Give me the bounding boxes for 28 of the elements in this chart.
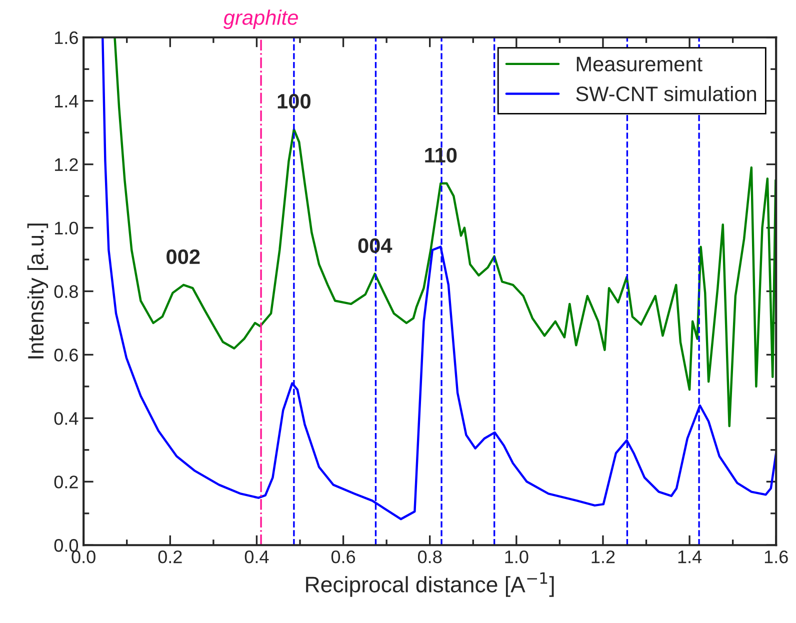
x-tick-label: 0.0 xyxy=(72,550,96,564)
x-tick-label: 0.2 xyxy=(158,550,182,564)
y-tick-label: 0.4 xyxy=(54,412,78,425)
x-tick-label: 1.4 xyxy=(678,550,702,564)
annotation: 004 xyxy=(358,238,392,254)
annotation: 100 xyxy=(278,94,310,109)
y-tick-label: 1.4 xyxy=(55,94,78,108)
x-tick-label: 0.6 xyxy=(331,550,356,564)
x-tick-label: 0.4 xyxy=(244,550,269,564)
legend-label: Measurement xyxy=(576,56,702,72)
line-series xyxy=(114,37,776,428)
y-tick-label: 1.0 xyxy=(55,222,78,235)
legend-label: SW-CNT simulation xyxy=(576,86,756,102)
y-tick-label: 1.6 xyxy=(55,31,78,44)
x-tick-label: 1.0 xyxy=(505,550,528,564)
x-tick-label: 1.2 xyxy=(592,550,615,564)
y-tick-label: 0.8 xyxy=(54,285,78,298)
y-tick-label: 0.2 xyxy=(54,476,78,488)
annotation: 110 xyxy=(425,148,457,163)
x-tick-label: 1.6 xyxy=(764,550,788,564)
y-tick-label: 1.2 xyxy=(55,158,78,171)
x-axis-title: Reciprocal distance [A$^{−1}$] xyxy=(306,572,554,597)
annotation: 002 xyxy=(166,249,200,264)
y-tick-label: 0.0 xyxy=(54,539,78,552)
y-axis-title: Intensity [a.u.] xyxy=(27,224,48,358)
y-tick-label: 0.6 xyxy=(54,348,78,362)
x-tick-label: 0.8 xyxy=(418,550,442,564)
ref-line-label: graphite xyxy=(223,10,298,30)
